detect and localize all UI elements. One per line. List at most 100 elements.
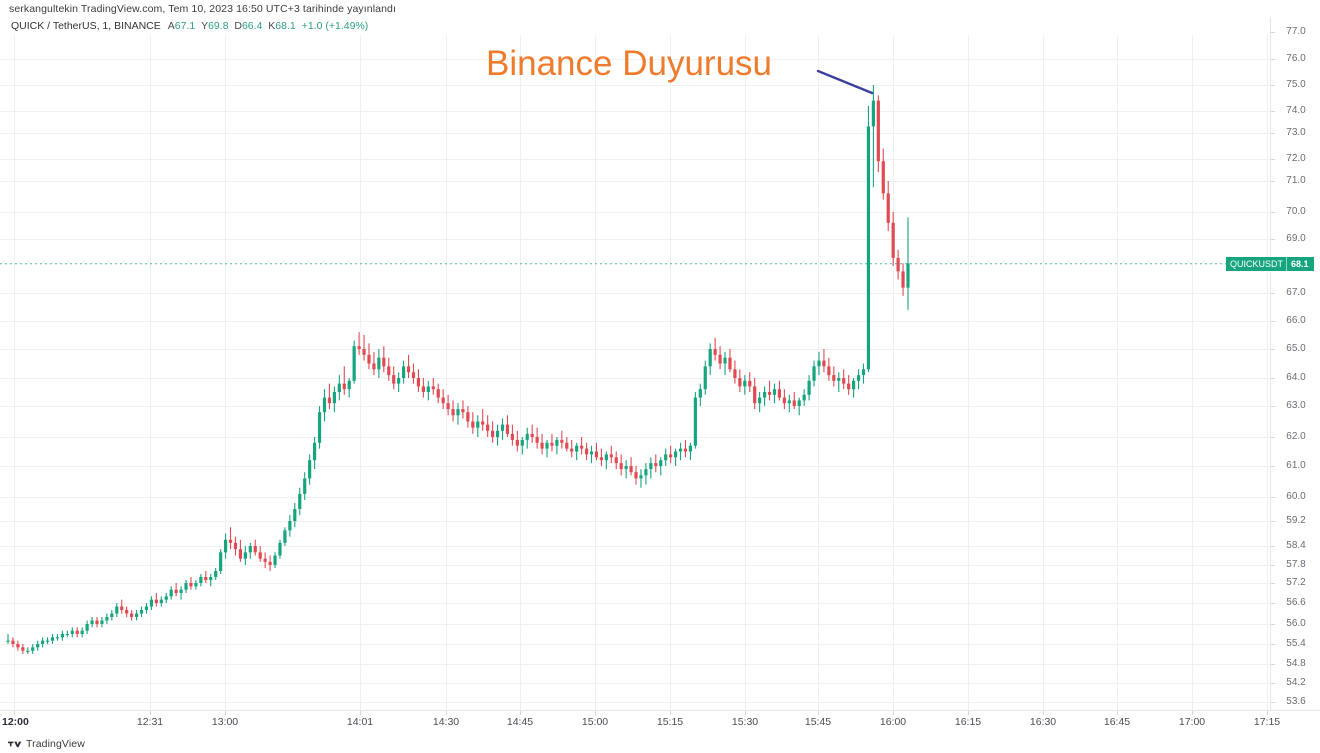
candle-body [861, 369, 866, 376]
price-axis[interactable]: 77.0 76.0 75.0 74.0 73.0 72.0 71.0 70.0 69.0 67.0… [1226, 17, 1320, 710]
time-axis-tick-mark [1043, 711, 1044, 715]
candlestick-series [6, 85, 910, 654]
time-axis-tick: 13:00 [211, 716, 239, 728]
candle-body [584, 448, 589, 455]
candle-body [555, 439, 559, 446]
price-axis-tick: 77.0 [1286, 26, 1306, 37]
candle-body [95, 620, 99, 624]
candle-body [728, 357, 732, 370]
price-axis-tick-mark [1271, 85, 1275, 86]
candle-body [75, 630, 79, 634]
candle-body [654, 463, 658, 466]
candle-body [580, 445, 584, 449]
candle-body [80, 630, 84, 634]
candle-body [540, 442, 544, 449]
price-axis-tick-mark [1271, 497, 1275, 498]
candle-body [891, 222, 895, 258]
candle-body [199, 577, 203, 583]
candle-body [372, 363, 376, 370]
candle-body [491, 430, 495, 437]
candle-body [461, 409, 465, 413]
candle-body [100, 620, 104, 624]
candle-body [41, 640, 45, 644]
legend-close-value: 68.1 [275, 20, 296, 32]
candle-body [901, 271, 905, 288]
candle-body [36, 644, 40, 648]
chart-plot-area[interactable] [0, 35, 1270, 710]
candle-body [110, 613, 114, 617]
last-price-badge-divider [1286, 256, 1288, 271]
price-axis-tick-mark [1271, 239, 1275, 240]
candle-body [144, 606, 149, 610]
price-axis-tick: 59.2 [1286, 515, 1306, 526]
candle-body [822, 360, 826, 367]
candle-body [342, 383, 346, 390]
candle-body [777, 389, 782, 398]
price-axis-tick: 56.6 [1286, 597, 1306, 608]
annotation-label-binance-duyurusu[interactable]: Binance Duyurusu [486, 44, 772, 83]
candle-body [446, 403, 450, 410]
candle-body [624, 466, 628, 470]
price-axis-tick-mark [1271, 624, 1275, 625]
candle-body [847, 383, 851, 390]
candle-body [85, 624, 89, 631]
price-axis-tick-mark [1271, 111, 1275, 112]
candle-body [317, 412, 322, 443]
candle-body [782, 397, 786, 404]
candle-body [589, 451, 594, 455]
candle-body [456, 409, 460, 416]
candle-body [664, 454, 668, 461]
candle-body [594, 451, 599, 458]
tradingview-brand[interactable]: TradingView [8, 737, 85, 751]
candle-body [476, 421, 480, 428]
legend-high-value: 69.8 [208, 20, 229, 32]
candle-body [510, 433, 514, 440]
candle-body [738, 378, 742, 387]
candle-body [26, 650, 30, 652]
candle-body [288, 521, 292, 531]
candle-body [896, 257, 900, 272]
candle-body [451, 409, 455, 416]
time-axis-tick-mark [1192, 711, 1193, 715]
price-axis-tick: 75.0 [1286, 79, 1306, 90]
candle-body [733, 369, 737, 378]
candle-body [258, 552, 262, 559]
price-axis-tick-mark [1271, 583, 1275, 584]
last-price-badge[interactable]: QUICKUSDT 68.1 [1226, 256, 1314, 271]
candle-body [431, 386, 435, 390]
time-axis-tick-mark [670, 711, 671, 715]
candle-body [60, 634, 64, 638]
time-axis[interactable]: 12:00 12:31 13:00 14:01 14:30 14:45 15:00 15:15… [0, 710, 1320, 736]
candle-body [639, 475, 643, 479]
grid-lines [0, 35, 1270, 710]
candle-body [204, 577, 208, 580]
price-axis-tick-mark [1271, 437, 1275, 438]
candle-body [50, 637, 55, 641]
price-axis-tick-mark [1271, 546, 1275, 547]
price-axis-tick-mark [1271, 702, 1275, 703]
candle-body [599, 457, 604, 461]
candle-body [575, 445, 579, 452]
time-axis-tick: 15:45 [804, 716, 832, 728]
candle-body [45, 640, 50, 642]
candle-body [248, 546, 252, 553]
time-axis-tick-mark [968, 711, 969, 715]
candle-body [16, 644, 20, 648]
candle-body [762, 392, 767, 398]
candle-body [426, 386, 430, 392]
legend-symbol-title[interactable]: QUICK / TetherUS, 1, BINANCE [11, 20, 161, 32]
candle-body [520, 439, 524, 446]
price-axis-tick: 57.2 [1286, 577, 1306, 588]
time-axis-tick-mark [14, 711, 15, 715]
candle-body [223, 539, 228, 553]
candle-body [308, 460, 312, 479]
price-axis-tick: 74.0 [1286, 105, 1306, 116]
candle-body [609, 454, 613, 458]
candle-body [159, 599, 163, 603]
candle-body [842, 378, 846, 384]
candle-body [441, 397, 445, 404]
time-axis-tick: 14:30 [432, 716, 460, 728]
candle-body [312, 442, 317, 461]
candle-body [283, 530, 287, 543]
candle-body [233, 542, 238, 550]
